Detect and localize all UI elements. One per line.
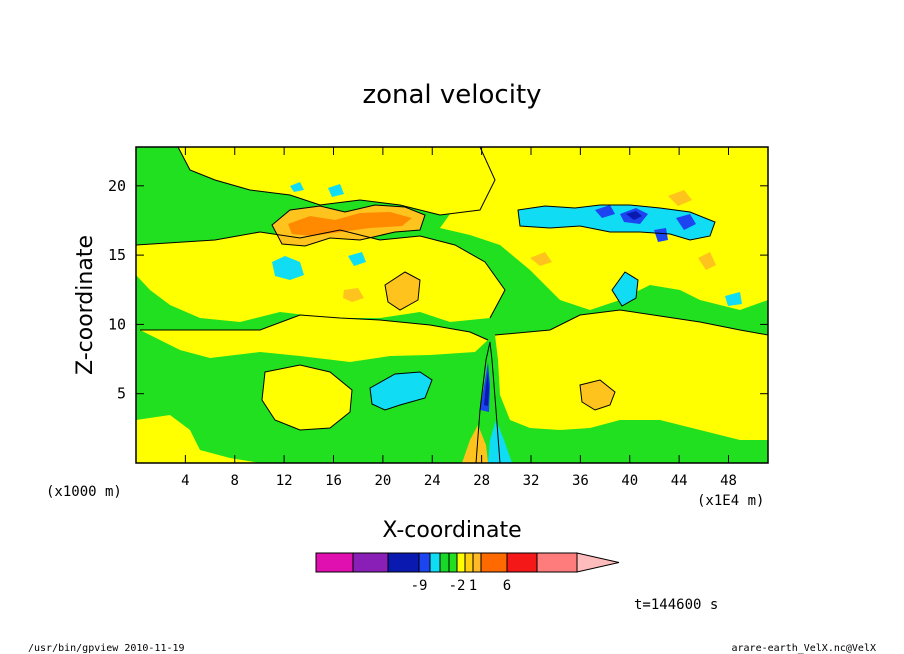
x-tick-label: 12 — [276, 473, 293, 489]
field-region-orange — [698, 252, 716, 270]
colorbar-arrow — [576, 552, 620, 573]
field-region-cyan — [612, 272, 638, 306]
colorbar-tick-label: -9 — [411, 578, 428, 594]
field-region-cyan — [272, 256, 304, 280]
colorbar-tick-label: 1 — [469, 578, 477, 594]
field-region-orange — [385, 272, 420, 310]
footer-left: /usr/bin/gpview 2010-11-19 — [28, 643, 185, 654]
x-tick-label: 24 — [424, 473, 441, 489]
field-region-yellow — [136, 415, 260, 463]
x-tick-label: 32 — [523, 473, 540, 489]
x-tick-label: 8 — [231, 473, 239, 489]
colorbar-box — [418, 552, 431, 573]
y-unit-label: (x1000 m) — [46, 484, 122, 500]
x-axis: 4 8 12 16 20 24 28 32 36 40 44 48 — [181, 147, 737, 489]
field-region-cyan — [725, 292, 742, 306]
y-axis: 5 10 15 20 — [108, 177, 768, 403]
colorbar-box — [464, 552, 474, 573]
x-tick-label: 28 — [473, 473, 490, 489]
time-label: t=144600 s — [634, 597, 718, 613]
field-region-navy — [626, 211, 642, 220]
colorbar-box — [472, 552, 482, 573]
field-region-blue — [595, 205, 615, 218]
colorbar-box — [506, 552, 538, 573]
field-region-orange — [343, 288, 364, 302]
chart-title: zonal velocity — [362, 80, 541, 110]
field-region-yellow — [736, 190, 768, 232]
x-tick-label: 48 — [720, 473, 737, 489]
field-region-yellow — [495, 310, 768, 440]
colorbar-box — [352, 552, 389, 573]
field-region-orange — [668, 190, 692, 206]
field-region-yellow — [140, 315, 488, 362]
y-tick-label: 10 — [108, 315, 126, 333]
plot-area — [136, 147, 768, 463]
x-tick-label: 16 — [325, 473, 342, 489]
field-region-cyan — [290, 182, 304, 192]
colorbar-tick-label: -2 — [449, 578, 466, 594]
colorbar: -9 -2 1 6 — [315, 552, 620, 594]
y-tick-label: 15 — [108, 246, 126, 264]
field-region-yellow — [178, 147, 495, 215]
field-region-blue — [676, 214, 696, 230]
field-region-cyan — [328, 184, 344, 197]
colorbar-box — [439, 552, 450, 573]
y-tick-label: 20 — [108, 177, 126, 195]
field-region-orange — [462, 425, 488, 463]
x-tick-label: 44 — [671, 473, 688, 489]
x-axis-label: X-coordinate — [382, 518, 521, 543]
x-unit-label: (x1E4 m) — [697, 493, 764, 509]
colorbar-box — [387, 552, 420, 573]
colorbar-box — [456, 552, 466, 573]
field-region-orange — [530, 252, 552, 266]
x-tick-label: 20 — [374, 473, 391, 489]
colorbar-tick-label: 6 — [503, 578, 511, 594]
colorbar-box — [448, 552, 458, 573]
plot-frame — [135, 146, 769, 464]
field-region-cyan — [348, 252, 366, 266]
contour-lines — [136, 147, 768, 463]
y-tick-label: 5 — [117, 385, 126, 403]
colorbar-box — [315, 552, 354, 573]
y-axis-label: Z-coordinate — [73, 235, 98, 375]
field-region-yellow — [262, 365, 352, 430]
field-region-cyan — [488, 420, 512, 463]
field-region-blue — [654, 228, 668, 242]
field-region-navy — [484, 372, 489, 406]
field-region-cyan — [370, 372, 432, 410]
field-region-darkorange — [288, 212, 412, 236]
x-tick-label: 36 — [572, 473, 589, 489]
field-region-orange — [580, 380, 615, 410]
colorbar-box — [429, 552, 441, 573]
x-tick-label: 4 — [181, 473, 189, 489]
x-tick-label: 40 — [621, 473, 638, 489]
colorbar-box — [480, 552, 508, 573]
footer-right: arare-earth_VelX.nc@VelX — [732, 643, 877, 654]
colorbar-box — [536, 552, 578, 573]
